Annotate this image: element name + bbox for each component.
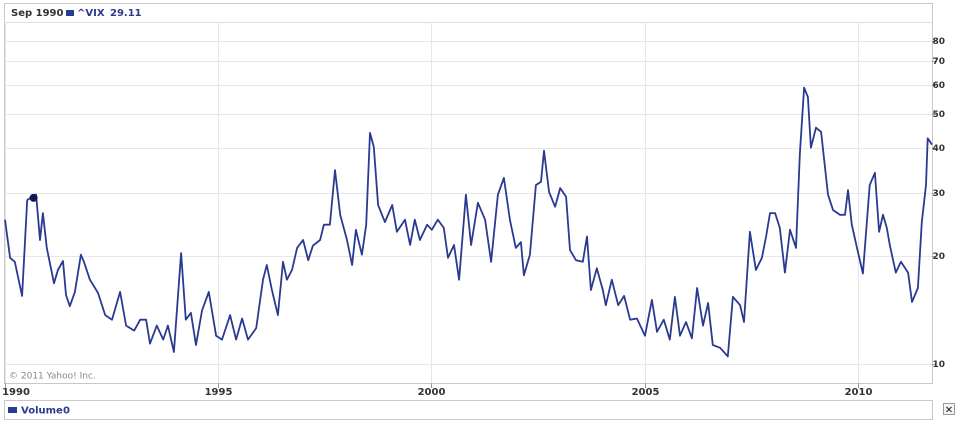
y-tick-label: 40 xyxy=(932,144,945,154)
legend-swatch xyxy=(66,10,74,16)
x-tick-label: 1995 xyxy=(205,387,233,398)
y-tick-label: 80 xyxy=(932,37,945,47)
x-tick-label: 1990 xyxy=(2,387,30,398)
x-tick-label: 2010 xyxy=(845,387,873,398)
hover-date: Sep 1990 : xyxy=(11,8,71,19)
volume-label: Volume xyxy=(21,406,63,417)
volume-swatch xyxy=(8,407,17,413)
series-line xyxy=(4,86,933,358)
close-button[interactable] xyxy=(943,403,955,415)
volume-value: 0 xyxy=(63,406,70,417)
y-tick-label: 20 xyxy=(932,252,945,262)
x-tick-label: 2005 xyxy=(632,387,660,398)
y-tick-label: 50 xyxy=(932,110,945,120)
copyright: © 2011 Yahoo! Inc. xyxy=(9,372,96,382)
legend-label: ^VIX xyxy=(77,8,105,19)
y-tick-label: 30 xyxy=(932,189,945,199)
close-icon[interactable]: × xyxy=(945,405,953,416)
hover-point xyxy=(29,193,38,202)
y-tick-label: 70 xyxy=(932,57,945,67)
volume-panel xyxy=(4,400,933,420)
y-tick-label: 60 xyxy=(932,81,945,91)
hover-value: 29.11 xyxy=(110,8,142,19)
x-tick-label: 2000 xyxy=(418,387,446,398)
y-tick-label: 10 xyxy=(932,360,945,370)
